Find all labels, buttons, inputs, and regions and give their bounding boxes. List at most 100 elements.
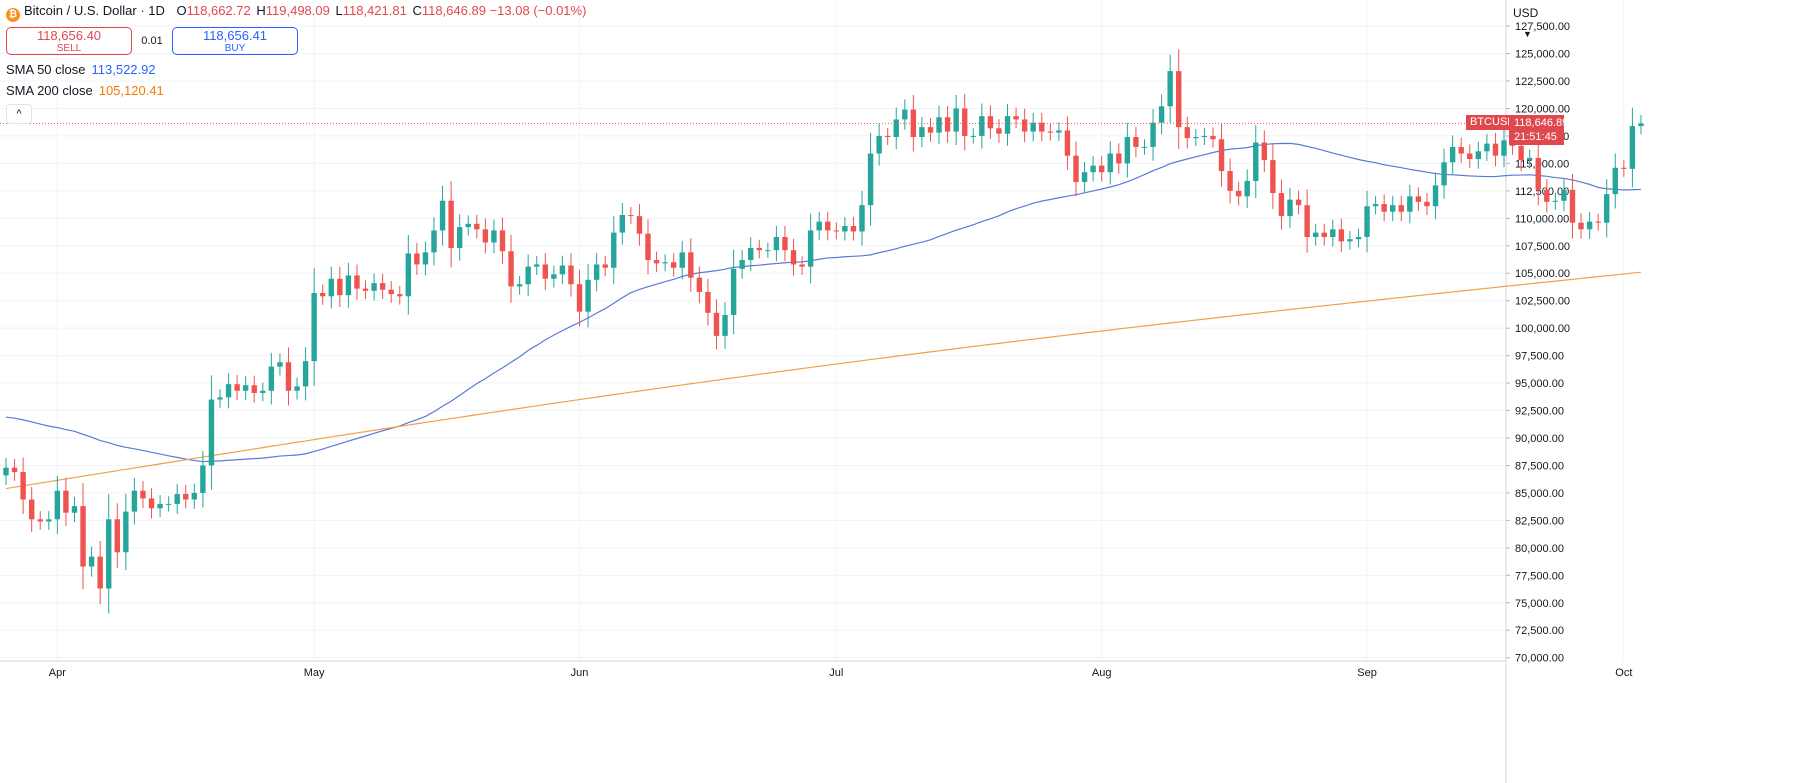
- candle-body: [1475, 151, 1482, 159]
- candle-body: [242, 385, 249, 391]
- sell-button[interactable]: 118,656.40 SELL: [6, 27, 132, 55]
- candle-body: [748, 247, 754, 261]
- y-tick-label: 127,500.00: [1515, 21, 1570, 33]
- candle-body: [1432, 185, 1439, 207]
- candle-body: [1261, 142, 1268, 161]
- currency-selector[interactable]: USD ▼: [1513, 6, 1539, 39]
- candle-body: [63, 490, 69, 513]
- candle-body: [1304, 205, 1310, 237]
- candle-body: [217, 397, 223, 400]
- candle-body: [1407, 196, 1413, 212]
- candle-body: [1338, 229, 1345, 242]
- y-tick-label: 100,000.00: [1515, 323, 1570, 335]
- candle-body: [927, 127, 934, 133]
- close-value: 118,646.89: [421, 3, 486, 18]
- candle-body: [585, 279, 591, 312]
- y-tick-label: 102,500.00: [1515, 296, 1570, 308]
- candle-body: [1364, 206, 1370, 237]
- y-tick-label: 77,500.00: [1515, 570, 1564, 582]
- candle-body: [1278, 193, 1285, 217]
- candle-body: [3, 467, 9, 476]
- candle-body: [1612, 167, 1618, 195]
- candle-body: [508, 251, 514, 287]
- candle-body: [1544, 189, 1550, 202]
- candle-body: [1133, 137, 1139, 147]
- symbol-price-tag: BTCUSD: [1466, 115, 1520, 131]
- candle-body: [1244, 180, 1250, 197]
- spread-value: 0.01: [141, 35, 163, 47]
- candle-body: [628, 215, 634, 217]
- y-tick-label: 92,500.00: [1515, 406, 1564, 418]
- x-tick-label: Aug: [1092, 667, 1112, 679]
- indicator-sma200[interactable]: SMA 200 close 105,120.41: [6, 83, 164, 98]
- indicator-sma50[interactable]: SMA 50 close 113,522.92: [6, 62, 156, 77]
- y-tick-label: 112,500.00: [1515, 186, 1569, 198]
- candle-body: [1390, 205, 1396, 212]
- candle-body: [902, 109, 908, 120]
- candle-body: [1158, 106, 1165, 123]
- buy-button[interactable]: 118,656.41 BUY: [172, 27, 298, 55]
- collapse-legend-button[interactable]: ^: [6, 104, 32, 124]
- candle-body: [1569, 189, 1576, 223]
- candle-body: [294, 386, 300, 391]
- candle-body: [482, 229, 489, 243]
- candle-body: [311, 293, 317, 362]
- candle-body: [670, 262, 677, 268]
- symbol-title[interactable]: Bitcoin / U.S. Dollar · 1D: [24, 3, 165, 18]
- candle-body: [1424, 201, 1430, 207]
- candle-body: [422, 252, 429, 265]
- candle-body: [397, 294, 403, 297]
- candle-body: [979, 116, 985, 136]
- candle-body: [260, 390, 266, 393]
- candle-body: [593, 264, 600, 280]
- candle-body: [1107, 153, 1113, 173]
- candle-body: [1535, 157, 1541, 190]
- candle-body: [884, 135, 891, 138]
- candle-body: [414, 253, 420, 265]
- candle-body: [191, 492, 198, 500]
- candle-body: [88, 556, 95, 567]
- candle-body: [456, 227, 463, 248]
- candle-body: [1150, 122, 1156, 147]
- candle-body: [379, 283, 386, 290]
- candle-body: [825, 221, 831, 231]
- candle-body: [1218, 139, 1225, 172]
- candle-body: [1347, 239, 1353, 242]
- candle-body: [1467, 153, 1473, 159]
- sma50-line: [5, 142, 1641, 463]
- candle-body: [465, 223, 471, 228]
- candle-body: [405, 253, 412, 297]
- x-tick-label: Jul: [829, 667, 843, 679]
- candle-body: [1167, 71, 1173, 107]
- candle-body: [970, 135, 976, 137]
- candle-body: [251, 385, 257, 393]
- y-tick-label: 75,000.00: [1515, 598, 1564, 610]
- candle-body: [962, 108, 968, 136]
- sma200-line: [5, 271, 1642, 490]
- candle-body: [645, 233, 651, 261]
- y-tick-label: 110,000.00: [1515, 213, 1569, 225]
- candle-body: [1398, 205, 1404, 212]
- candle-body: [807, 230, 814, 267]
- sma50-value: 113,522.92: [91, 62, 156, 77]
- chevron-down-icon: ▼: [1523, 29, 1532, 39]
- candle-body: [1295, 199, 1302, 206]
- candle-body: [662, 262, 668, 264]
- y-tick-label: 80,000.00: [1515, 543, 1564, 555]
- candle-body: [602, 264, 608, 268]
- y-tick-label: 125,000.00: [1515, 49, 1570, 61]
- candle-body: [97, 556, 103, 589]
- candle-body: [713, 312, 720, 336]
- candle-body: [345, 275, 352, 296]
- candle-body: [1372, 204, 1379, 207]
- candle-body: [516, 284, 523, 287]
- candle-body: [157, 503, 163, 509]
- candle-body: [1064, 130, 1071, 156]
- candle-body: [1021, 119, 1028, 132]
- y-tick-label: 95,000.00: [1515, 378, 1564, 390]
- candle-body: [653, 260, 660, 264]
- y-tick-label: 87,500.00: [1515, 460, 1564, 472]
- candle-body: [1141, 146, 1148, 148]
- candle-body: [1056, 130, 1062, 133]
